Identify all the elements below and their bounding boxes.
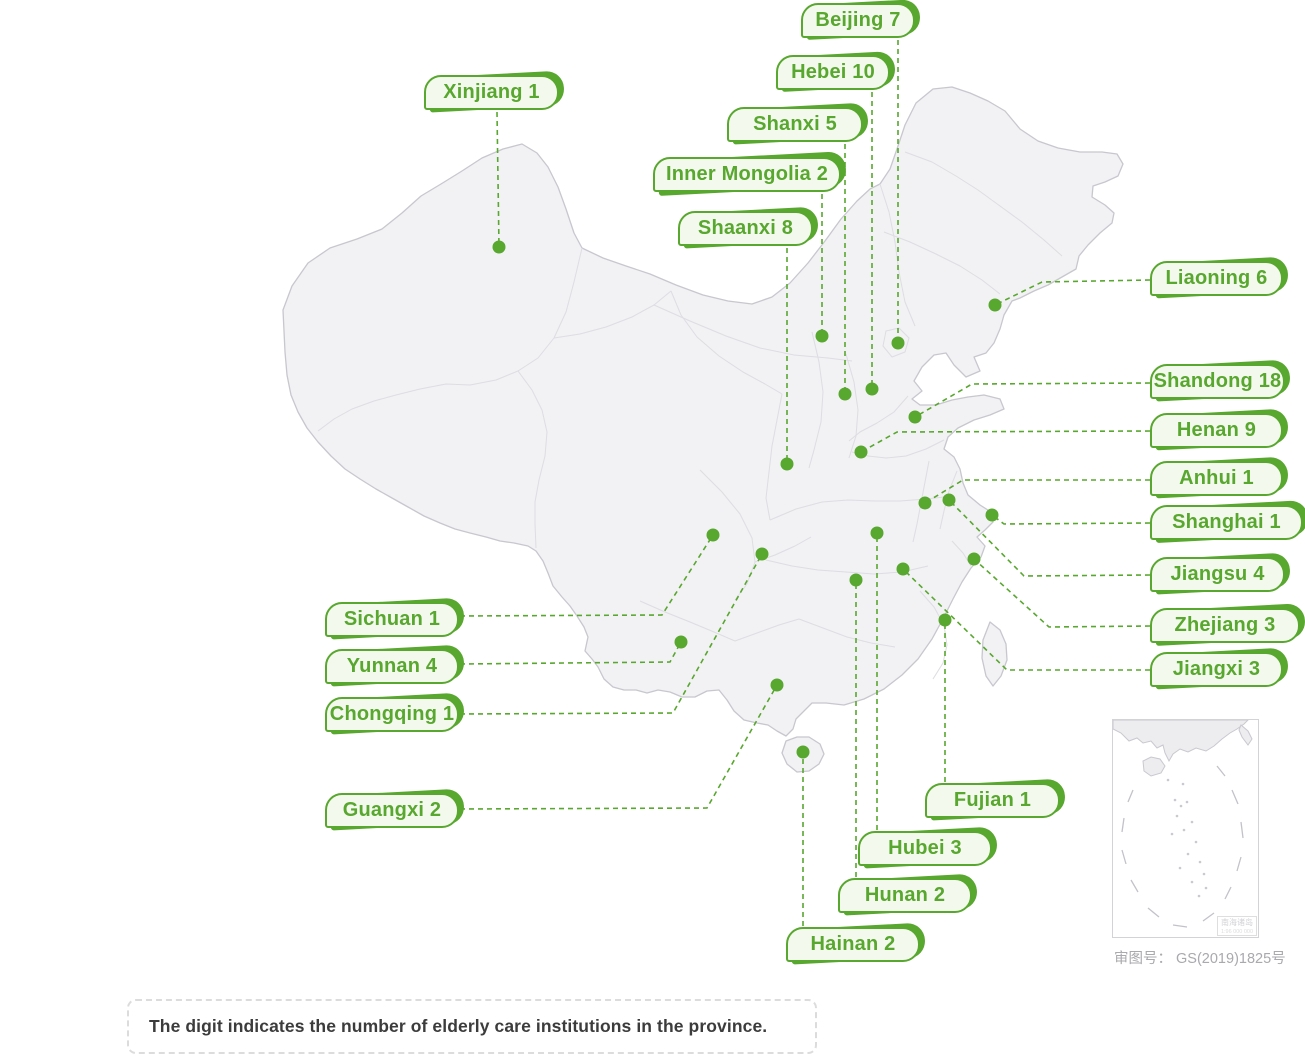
province-label-shaanxi: Shaanxi 8 [678, 206, 819, 249]
connector-jiangsu [948, 499, 1151, 577]
map-dot-xinjiang [492, 240, 506, 254]
map-dot-guangxi [770, 678, 784, 692]
province-label-beijing: Beijing 7 [801, 0, 921, 40]
map-dot-liaoning [988, 298, 1002, 312]
label-text-shaanxi: Shaanxi 8 [678, 211, 813, 246]
map-dot-hunan [849, 573, 863, 587]
connector-yunnan [459, 641, 682, 665]
label-text-shandong: Shandong 18 [1150, 364, 1285, 399]
label-text-fujian: Fujian 1 [925, 783, 1060, 818]
province-label-anhui: Anhui 1 [1150, 456, 1289, 499]
map-dot-shanghai [985, 508, 999, 522]
map-dot-zhejiang [967, 552, 981, 566]
province-label-fujian: Fujian 1 [925, 778, 1066, 821]
province-label-sichuan: Sichuan 1 [325, 597, 465, 640]
label-text-sichuan: Sichuan 1 [325, 602, 459, 637]
province-label-inner-mongolia: Inner Mongolia 2 [653, 151, 847, 196]
label-text-shanghai: Shanghai 1 [1150, 505, 1303, 540]
province-label-yunnan: Yunnan 4 [325, 644, 465, 687]
label-text-henan: Henan 9 [1150, 413, 1283, 448]
map-dot-sichuan [706, 528, 720, 542]
label-text-jiangxi: Jiangxi 3 [1150, 652, 1283, 687]
label-text-hubei: Hubei 3 [858, 831, 992, 866]
connector-sichuan [459, 534, 714, 617]
legend-note: The digit indicates the number of elderl… [127, 999, 817, 1054]
label-text-beijing: Beijing 7 [801, 3, 915, 38]
province-label-zhejiang: Zhejiang 3 [1150, 603, 1305, 646]
province-label-jiangxi: Jiangxi 3 [1150, 647, 1289, 690]
province-label-guangxi: Guangxi 2 [325, 788, 465, 831]
map-dot-shaanxi [780, 457, 794, 471]
map-dot-beijing [891, 336, 905, 350]
map-dot-inner-mongolia [815, 329, 829, 343]
map-dot-hainan [796, 745, 810, 759]
label-text-inner-mongolia: Inner Mongolia 2 [653, 157, 841, 192]
inset-sea-label: 南海诸岛 [1221, 917, 1253, 927]
label-text-yunnan: Yunnan 4 [325, 649, 459, 684]
province-label-henan: Henan 9 [1150, 408, 1289, 451]
label-text-xinjiang: Xinjiang 1 [424, 75, 559, 110]
province-label-hebei: Hebei 10 [776, 51, 896, 92]
inset-coastline [1113, 720, 1249, 763]
inset-island-dots [1166, 778, 1208, 898]
label-text-jiangsu: Jiangsu 4 [1150, 557, 1285, 592]
province-label-hubei: Hubei 3 [858, 826, 998, 869]
inset-taiwan [1238, 724, 1253, 746]
province-borders [317, 151, 1063, 680]
connector-henan [860, 430, 1151, 453]
inset-scale-text: 1:96 000 000 [1221, 929, 1253, 935]
label-text-hainan: Hainan 2 [786, 927, 920, 962]
connector-lines [459, 40, 1151, 926]
inset-nine-dash-line [1121, 765, 1244, 928]
map-dot-hebei [865, 382, 879, 396]
label-text-hebei: Hebei 10 [776, 55, 890, 90]
province-label-hunan: Hunan 2 [838, 873, 978, 916]
province-label-liaoning: Liaoning 6 [1150, 256, 1289, 299]
south-china-sea-inset: 南海诸岛 1:96 000 000 [1112, 719, 1259, 938]
map-approval-number: 审图号： GS(2019)1825号 [1114, 951, 1286, 967]
inset-hainan [1142, 756, 1166, 777]
province-label-hainan: Hainan 2 [786, 922, 926, 965]
map-dot-jiangxi [896, 562, 910, 576]
label-text-shanxi: Shanxi 5 [727, 107, 863, 142]
province-label-xinjiang: Xinjiang 1 [424, 70, 565, 113]
connector-anhui [924, 479, 1150, 504]
connector-shanghai [991, 514, 1151, 525]
province-label-shanxi: Shanxi 5 [727, 102, 869, 145]
connector-jiangxi [902, 568, 1150, 671]
inset-scale-box [1217, 916, 1257, 936]
map-dot-shanxi [838, 387, 852, 401]
connector-zhejiang [973, 558, 1151, 628]
map-dot-shandong [908, 410, 922, 424]
taiwan-island [981, 621, 1008, 687]
connector-chongqing [459, 553, 763, 715]
map-dot-yunnan [674, 635, 688, 649]
province-dots [492, 240, 1002, 759]
map-dot-fujian [938, 613, 952, 627]
connector-guangxi [459, 684, 778, 810]
map-dot-anhui [918, 496, 932, 510]
label-text-hunan: Hunan 2 [838, 878, 972, 913]
province-label-shanghai: Shanghai 1 [1150, 500, 1305, 543]
map-dot-jiangsu [942, 493, 956, 507]
connector-liaoning [994, 279, 1151, 306]
label-text-chongqing: Chongqing 1 [325, 697, 459, 732]
label-text-anhui: Anhui 1 [1150, 461, 1283, 496]
map-dot-henan [854, 445, 868, 459]
province-label-shandong: Shandong 18 [1150, 359, 1291, 402]
label-text-zhejiang: Zhejiang 3 [1150, 608, 1300, 643]
label-text-guangxi: Guangxi 2 [325, 793, 459, 828]
inset-map: 南海诸岛 1:96 000 000 [1113, 720, 1257, 936]
connector-xinjiang [496, 111, 500, 248]
label-text-liaoning: Liaoning 6 [1150, 261, 1283, 296]
province-label-jiangsu: Jiangsu 4 [1150, 552, 1291, 595]
map-dot-hubei [870, 526, 884, 540]
map-dot-chongqing [755, 547, 769, 561]
province-label-chongqing: Chongqing 1 [325, 692, 465, 735]
legend-note-text: The digit indicates the number of elderl… [149, 1016, 768, 1036]
